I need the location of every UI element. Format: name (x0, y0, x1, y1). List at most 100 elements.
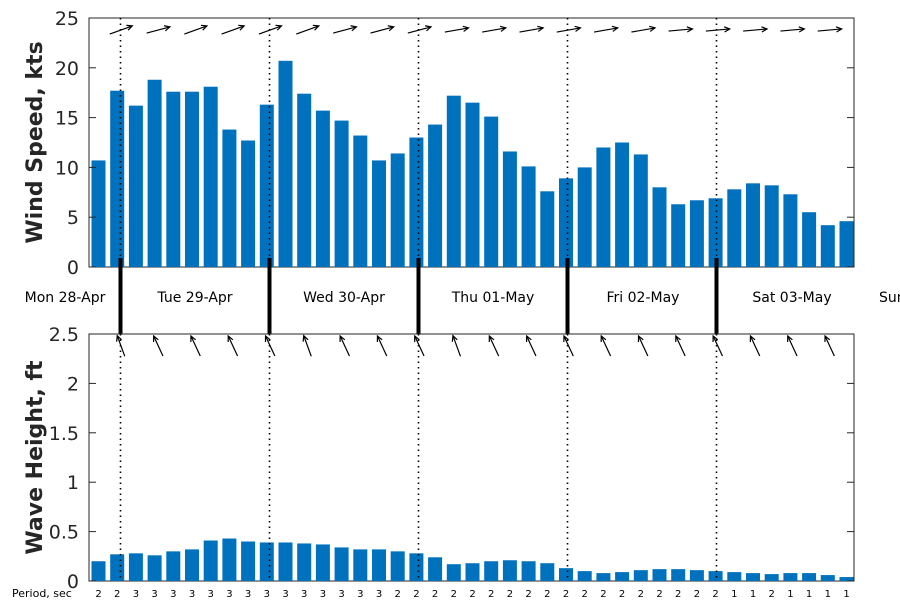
period-value: 2 (694, 589, 700, 600)
wind-direction-arrow (333, 25, 358, 34)
wave-bar (372, 549, 386, 581)
period-value: 2 (469, 589, 475, 600)
wind-direction-arrow (370, 25, 396, 34)
wind-bar (166, 91, 181, 267)
wave-bar (689, 570, 704, 581)
wind-bar (147, 79, 162, 267)
wind-bar (559, 178, 573, 267)
period-value: 1 (843, 589, 849, 600)
wind-direction-arrow (258, 24, 283, 35)
wave-bar (484, 561, 499, 581)
wave-bar (128, 553, 143, 581)
wave-bar (783, 573, 798, 581)
period-title: Period, sec (12, 587, 72, 600)
period-value: 2 (488, 589, 494, 600)
wind-bar (652, 187, 667, 267)
day-label: Sat 03-May (752, 290, 831, 306)
wind-direction-arrow (146, 25, 172, 34)
wave-bar (540, 563, 555, 581)
period-value: 2 (712, 589, 718, 600)
wind-ytick-label: 25 (55, 8, 79, 30)
period-row: Period, sec 2 2 3 3 3 3 3 3 3 3 3 3 3 3 3 3 2 2 2 2 2 2 2 2 2 2 2 2 2… (12, 587, 850, 600)
wind-direction-arrow (184, 24, 209, 35)
wave-bar (521, 561, 536, 581)
wind-bar (521, 166, 536, 267)
wind-bar (764, 185, 779, 267)
wind-bar (315, 110, 330, 268)
period-value: 2 (638, 589, 644, 600)
period-value: 2 (395, 589, 401, 600)
wind-direction-arrow (556, 25, 582, 33)
wave-direction-arrow (116, 334, 126, 357)
wave-bar (185, 549, 199, 581)
wave-direction-arrow (339, 334, 350, 357)
wind-bar (596, 147, 611, 267)
period-value: 3 (226, 589, 232, 600)
day-labels-row: Mon 28-Apr Tue 29-Apr Wed 30-Apr Thu 01-May… (25, 258, 900, 334)
wind-direction-arrow (407, 25, 433, 34)
wave-direction-arrow (749, 334, 761, 357)
wind-bar (708, 198, 723, 267)
wave-ytick-label: 0 (67, 571, 79, 593)
wind-bar (185, 91, 199, 267)
wave-bar (652, 569, 667, 581)
wave-bar (222, 538, 237, 581)
wave-bar (746, 573, 760, 581)
wave-bar (241, 541, 256, 581)
wave-bar (764, 574, 779, 581)
wind-bar (820, 225, 835, 267)
wave-direction-arrow (302, 334, 312, 357)
wave-bar (502, 560, 517, 581)
wave-direction-arrow (600, 334, 612, 357)
period-value: 3 (208, 589, 214, 600)
wind-direction-arrow (631, 25, 657, 33)
wave-bar (839, 577, 854, 581)
wave-direction-arrow (787, 334, 798, 357)
period-value: 2 (619, 589, 625, 600)
day-label: Mon 28-Apr (25, 290, 106, 306)
wind-direction-arrow (519, 25, 545, 33)
wind-direction-arrow (444, 25, 470, 33)
wind-bar (372, 160, 386, 267)
wind-bar (615, 142, 630, 267)
wind-bar (428, 124, 443, 268)
period-value: 2 (525, 589, 531, 600)
wave-bar (91, 561, 106, 581)
wave-direction-arrow (152, 334, 164, 357)
period-value: 2 (600, 589, 606, 600)
period-value: 1 (825, 589, 831, 600)
wave-bar (166, 551, 181, 581)
wind-direction-arrow (593, 25, 620, 33)
wind-direction-arrow (296, 24, 321, 35)
wind-bar (353, 135, 368, 267)
wave-bar (577, 571, 592, 581)
wave-direction-arrow (563, 334, 574, 357)
wave-ytick-label: 2.5 (49, 324, 79, 346)
wave-bar (708, 571, 723, 581)
period-value: 1 (750, 589, 756, 600)
wind-bar (540, 191, 555, 267)
wind-ytick-label: 5 (67, 207, 79, 229)
wave-direction-arrow (451, 334, 462, 357)
wave-direction-arrow (637, 334, 649, 357)
wave-bar (278, 542, 293, 581)
wave-direction-arrow (525, 334, 537, 357)
wind-bar (259, 104, 274, 267)
wave-bar (334, 547, 349, 581)
period-value: 3 (338, 589, 344, 600)
wind-ytick-label: 15 (55, 108, 79, 130)
wind-direction-arrow (743, 26, 769, 33)
wind-bar (839, 221, 854, 267)
wind-bar (334, 120, 349, 267)
wind-direction-arrow (221, 24, 246, 35)
wind-bar (203, 86, 218, 267)
period-value: 2 (544, 589, 550, 600)
wind-direction-arrow (780, 26, 806, 33)
wind-bar (465, 102, 480, 267)
day-label: Fri 02-May (607, 290, 680, 306)
wave-bar (147, 555, 162, 581)
wave-ytick-label: 2 (67, 373, 79, 395)
wave-direction-arrow (376, 334, 388, 357)
period-value: 3 (282, 589, 288, 600)
